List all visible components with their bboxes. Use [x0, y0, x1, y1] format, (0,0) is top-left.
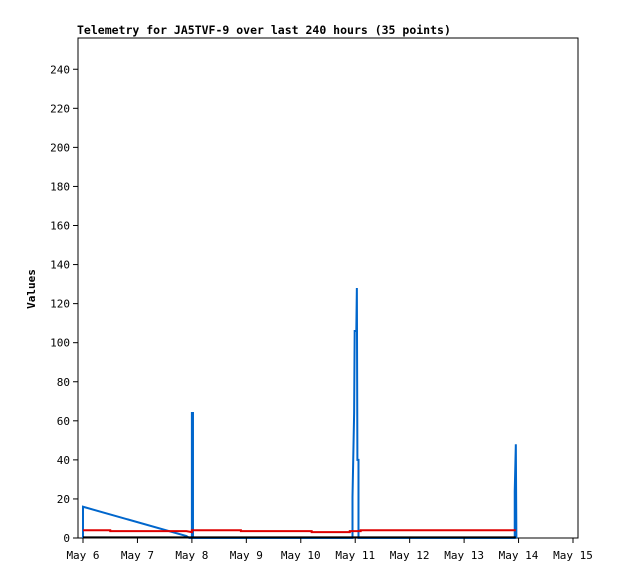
y-axis-label: Values [25, 269, 38, 309]
y-tick-label: 120 [50, 298, 70, 311]
y-tick-label: 0 [63, 532, 70, 545]
x-tick-label: May 14 [499, 549, 539, 562]
y-tick-label: 40 [57, 454, 70, 467]
y-tick-label: 200 [50, 141, 70, 154]
x-tick-label: May 15 [553, 549, 593, 562]
y-tick-label: 240 [50, 63, 70, 76]
y-tick-label: 180 [50, 180, 70, 193]
y-tick-label: 100 [50, 337, 70, 350]
x-tick-label: May 12 [390, 549, 430, 562]
x-tick-label: May 10 [281, 549, 321, 562]
x-tick-label: May 8 [175, 549, 208, 562]
y-tick-label: 60 [57, 415, 70, 428]
y-tick-label: 20 [57, 493, 70, 506]
x-tick-label: May 7 [121, 549, 154, 562]
x-tick-label: May 9 [230, 549, 263, 562]
y-tick-label: 140 [50, 259, 70, 272]
y-tick-label: 160 [50, 220, 70, 233]
y-tick-label: 80 [57, 376, 70, 389]
series-line-red [83, 529, 516, 534]
y-tick-label: 220 [50, 102, 70, 115]
x-tick-label: May 13 [444, 549, 484, 562]
x-tick-label: May 11 [335, 549, 375, 562]
plot-frame [77, 37, 579, 539]
chart-title: Telemetry for JA5TVF-9 over last 240 hou… [77, 23, 451, 37]
x-tick-label: May 6 [66, 549, 99, 562]
